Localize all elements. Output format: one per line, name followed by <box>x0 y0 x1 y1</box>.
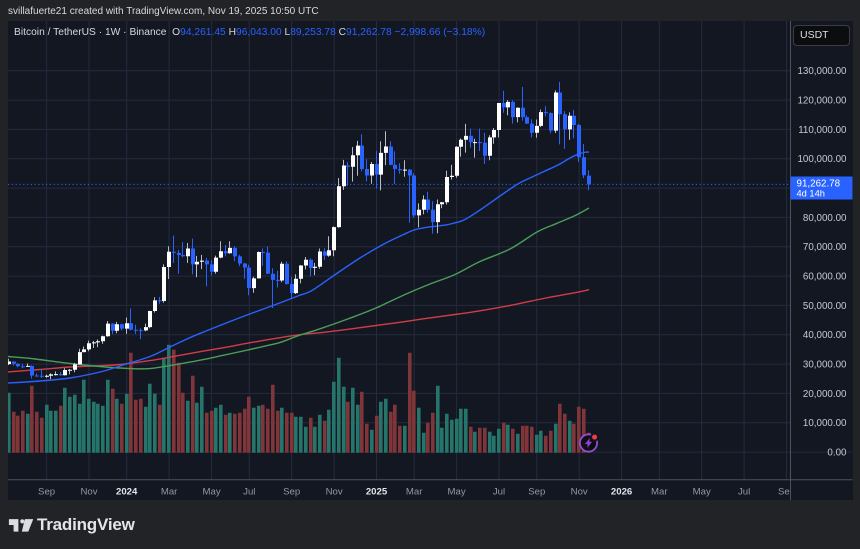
svg-text:Nov: Nov <box>80 486 97 497</box>
svg-text:May: May <box>693 486 711 497</box>
svg-text:130,000.00: 130,000.00 <box>797 66 847 77</box>
svg-text:50,000.00: 50,000.00 <box>803 300 847 311</box>
svg-text:70,000.00: 70,000.00 <box>803 242 847 253</box>
svg-text:120,000.00: 120,000.00 <box>797 95 847 106</box>
svg-text:60,000.00: 60,000.00 <box>803 271 847 282</box>
svg-text:2026: 2026 <box>611 486 632 497</box>
svg-text:May: May <box>448 486 466 497</box>
svg-text:2025: 2025 <box>366 486 388 497</box>
svg-text:100,000.00: 100,000.00 <box>797 154 847 165</box>
svg-text:Jul: Jul <box>493 486 505 497</box>
svg-text:Sep: Sep <box>38 486 55 497</box>
svg-text:Mar: Mar <box>651 486 668 497</box>
svg-text:May: May <box>203 486 221 497</box>
svg-text:30,000.00: 30,000.00 <box>803 359 847 370</box>
svg-text:80,000.00: 80,000.00 <box>803 212 847 223</box>
svg-text:0.00: 0.00 <box>827 447 847 458</box>
svg-text:Nov: Nov <box>571 486 588 497</box>
svg-text:2024: 2024 <box>116 486 138 497</box>
svg-text:Sep: Sep <box>283 486 300 497</box>
svg-text:Mar: Mar <box>161 486 178 497</box>
svg-text:Nov: Nov <box>326 486 343 497</box>
svg-text:110,000.00: 110,000.00 <box>798 124 847 135</box>
svg-text:Jul: Jul <box>738 486 750 497</box>
svg-text:20,000.00: 20,000.00 <box>803 388 847 399</box>
svg-text:Mar: Mar <box>406 486 423 497</box>
svg-text:Sep: Sep <box>778 486 795 497</box>
svg-text:10,000.00: 10,000.00 <box>803 418 847 429</box>
svg-text:40,000.00: 40,000.00 <box>803 330 847 341</box>
svg-text:Sep: Sep <box>528 486 545 497</box>
svg-text:Jul: Jul <box>243 486 255 497</box>
svg-text:4d 14h: 4d 14h <box>797 188 825 198</box>
svg-text:91,262.78: 91,262.78 <box>797 178 841 189</box>
